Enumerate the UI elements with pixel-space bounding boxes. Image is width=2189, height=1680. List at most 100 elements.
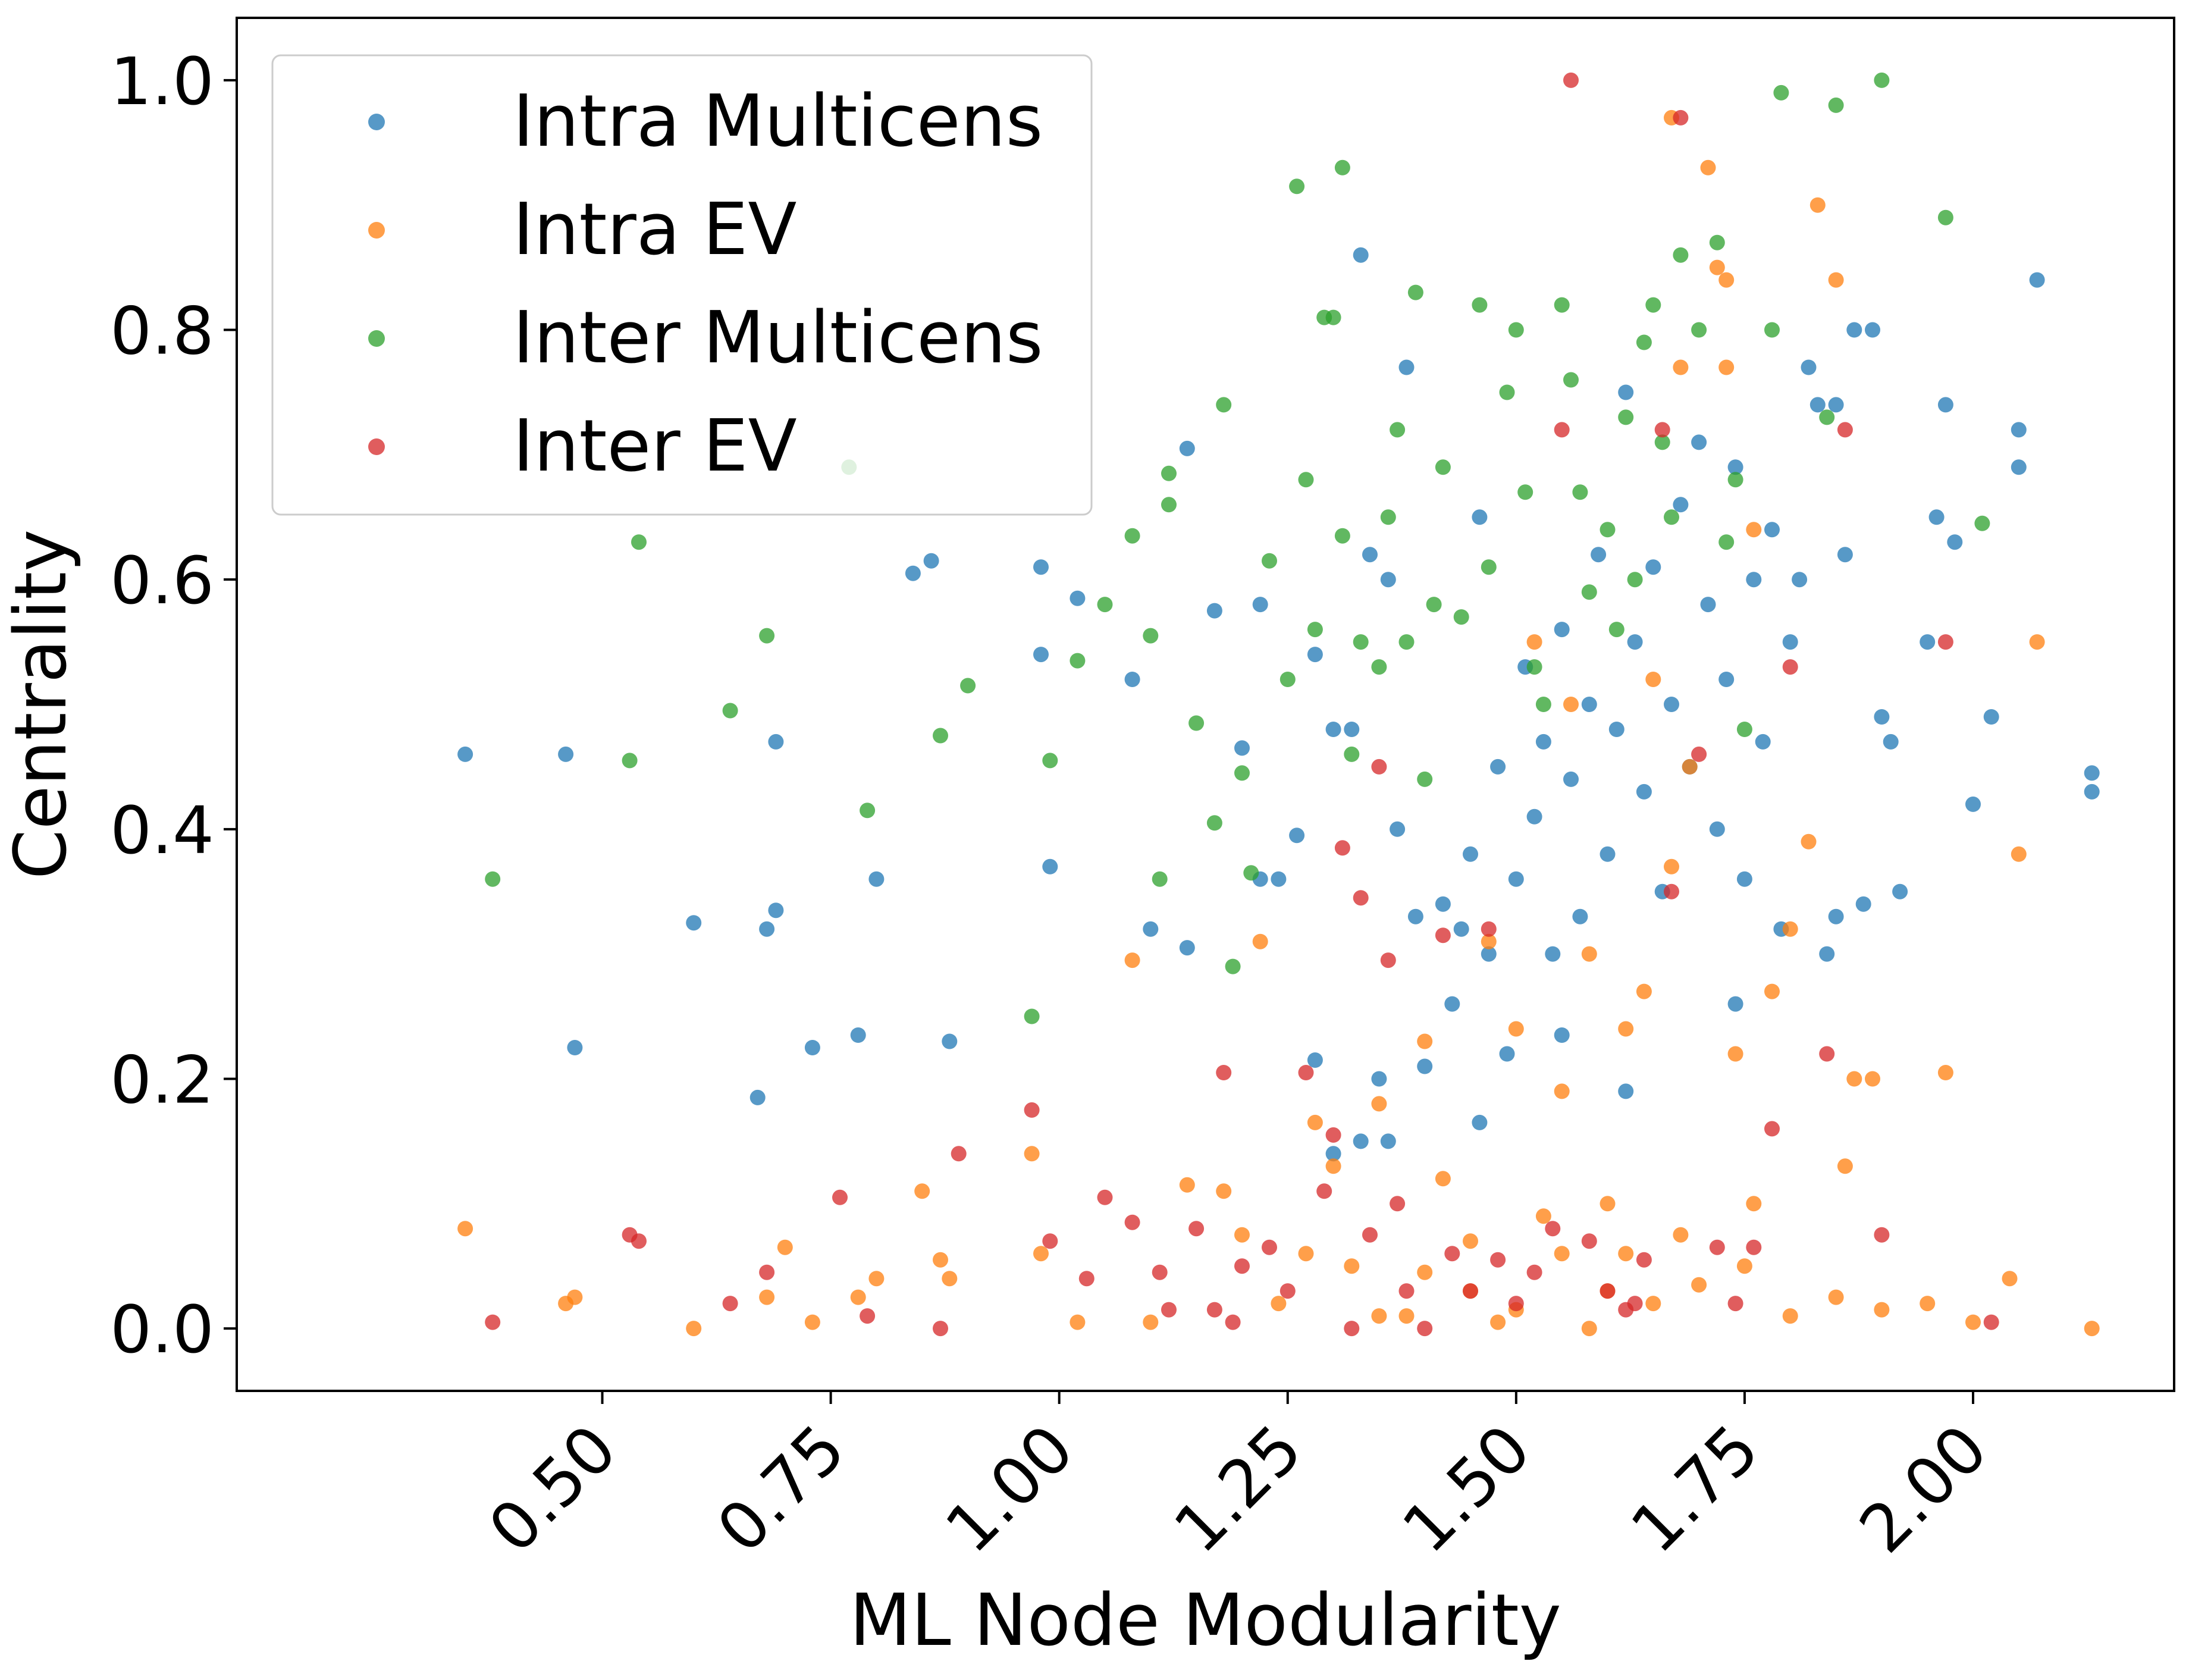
point-series-3-12 [1070, 653, 1086, 669]
point-series-4-54 [1746, 1239, 1762, 1255]
point-series-2-18 [1179, 1177, 1195, 1193]
point-series-1-18 [1070, 590, 1086, 606]
point-series-2-68 [1554, 1246, 1570, 1262]
x-tick-label: 1.75 [1617, 1411, 1774, 1568]
point-series-2-26 [1344, 1258, 1360, 1274]
point-series-1-27 [1271, 871, 1287, 887]
point-series-1-90 [1855, 896, 1871, 912]
point-series-1-12 [905, 565, 921, 581]
point-series-2-64 [2084, 1321, 2100, 1337]
point-series-3-13 [1097, 597, 1113, 613]
point-series-3-21 [1216, 397, 1232, 413]
point-series-1-26 [1252, 597, 1268, 613]
point-series-1-106 [1727, 996, 1743, 1012]
point-series-1-2 [558, 746, 574, 762]
x-tick-label: 0.75 [703, 1411, 860, 1568]
point-series-2-36 [1563, 697, 1579, 712]
point-series-1-29 [1307, 647, 1323, 663]
point-series-1-83 [1801, 359, 1817, 375]
point-series-4-24 [1298, 1065, 1314, 1080]
y-axis-label: Centrality [0, 529, 83, 879]
point-series-4-28 [1344, 1321, 1360, 1337]
point-series-2-4 [686, 1321, 702, 1337]
point-series-1-87 [1828, 397, 1844, 413]
point-series-1-78 [1755, 734, 1771, 750]
legend-label-3: Inter Multicens [513, 297, 1043, 380]
point-series-4-22 [1262, 1239, 1277, 1255]
point-series-1-108 [1554, 1027, 1570, 1043]
point-series-4-44 [1581, 1233, 1597, 1249]
point-series-3-20 [1206, 815, 1222, 831]
point-series-3-66 [1736, 722, 1752, 737]
point-series-3-28 [1298, 472, 1314, 488]
point-series-1-71 [1691, 434, 1707, 450]
point-series-3-51 [1554, 297, 1570, 313]
point-series-2-31 [1463, 1233, 1478, 1249]
point-series-3-19 [1188, 715, 1205, 731]
point-series-3-9 [960, 678, 976, 694]
point-series-4-32 [1380, 952, 1396, 968]
point-series-3-71 [1874, 72, 1890, 88]
point-series-4-4 [722, 1296, 738, 1312]
point-series-4-48 [1654, 422, 1670, 438]
point-series-1-51 [1508, 871, 1524, 887]
point-series-3-42 [1426, 597, 1442, 613]
point-series-3-36 [1371, 659, 1387, 675]
legend-marker-4 [368, 438, 385, 455]
point-series-1-53 [1526, 808, 1542, 825]
point-series-1-82 [1792, 572, 1808, 588]
point-series-4-40 [1508, 1296, 1524, 1312]
point-series-3-2 [622, 753, 638, 769]
point-series-4-9 [951, 1146, 967, 1162]
legend-marker-2 [368, 222, 385, 239]
point-series-1-34 [1353, 247, 1369, 263]
point-series-2-82 [1490, 1314, 1506, 1330]
point-series-1-4 [686, 915, 702, 931]
point-series-1-47 [1472, 509, 1488, 525]
point-series-2-80 [1618, 1246, 1634, 1262]
point-series-1-23 [1206, 603, 1222, 619]
point-series-3-27 [1289, 178, 1305, 195]
point-series-2-15 [1070, 1314, 1086, 1330]
point-series-2-29 [1417, 1033, 1433, 1049]
point-series-2-49 [1746, 1196, 1762, 1212]
point-series-2-3 [567, 1289, 583, 1305]
point-series-4-25 [1316, 1183, 1332, 1199]
legend-marker-1 [368, 114, 385, 130]
point-series-3-41 [1417, 771, 1433, 787]
point-series-4-39 [1481, 921, 1497, 937]
point-series-4-38 [1463, 1283, 1478, 1299]
point-series-4-43 [1563, 72, 1579, 88]
point-series-4-13 [1097, 1189, 1113, 1205]
point-series-1-28 [1289, 828, 1305, 844]
point-series-4-60 [1937, 634, 1953, 650]
point-series-1-35 [1362, 547, 1378, 563]
point-series-2-51 [1782, 921, 1798, 937]
point-series-4-61 [1983, 1314, 1999, 1330]
y-tick-label: 0.8 [110, 293, 214, 369]
point-series-1-103 [2029, 272, 2045, 288]
point-series-3-25 [1262, 553, 1277, 569]
point-series-1-15 [1033, 559, 1049, 575]
point-series-3-52 [1563, 372, 1579, 388]
point-series-2-71 [1691, 1277, 1707, 1293]
point-series-2-28 [1398, 1308, 1415, 1324]
point-series-1-66 [1645, 559, 1661, 575]
point-series-1-7 [768, 734, 784, 750]
point-series-2-55 [1837, 1158, 1853, 1174]
point-series-4-18 [1206, 1302, 1222, 1318]
point-series-4-14 [1124, 1214, 1140, 1230]
point-series-3-67 [1764, 322, 1780, 338]
point-series-4-30 [1362, 1227, 1378, 1243]
point-series-2-22 [1271, 1296, 1287, 1312]
point-series-3-55 [1600, 522, 1616, 538]
point-series-1-94 [1892, 883, 1908, 899]
point-series-3-61 [1673, 247, 1689, 263]
point-series-1-98 [1947, 534, 1963, 550]
x-axis-label: ML Node Modularity [849, 1579, 1561, 1662]
point-series-1-100 [1983, 709, 1999, 725]
point-series-2-9 [868, 1271, 885, 1287]
point-series-2-17 [1143, 1314, 1159, 1330]
point-series-4-27 [1334, 840, 1350, 856]
